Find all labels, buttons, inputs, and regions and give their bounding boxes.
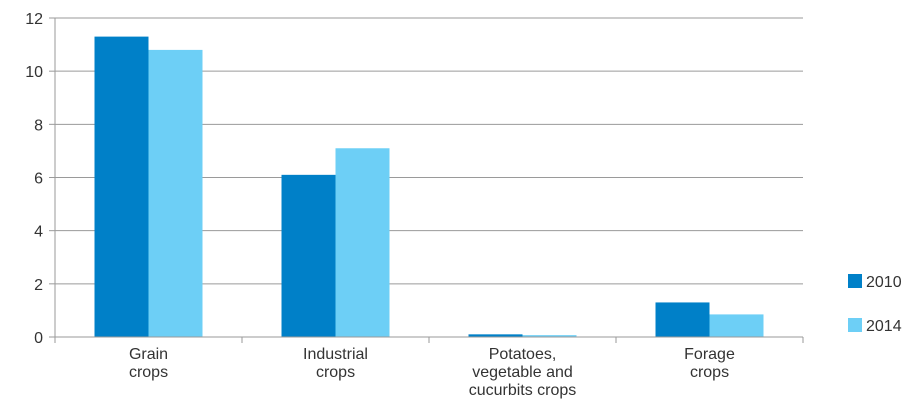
y-tick-label: 12 <box>25 11 43 28</box>
bar-2010-3 <box>655 302 710 337</box>
legend-swatch-2010 <box>848 274 862 288</box>
bar-2014-2 <box>522 335 577 337</box>
x-category-label-line: crops <box>129 364 168 381</box>
y-tick-label: 4 <box>34 224 43 241</box>
bar-2014-1 <box>335 148 390 337</box>
x-category-label: Potatoes, vegetable and cucurbits crops <box>469 346 577 399</box>
x-category-label-line: Potatoes, <box>489 346 557 363</box>
x-category-label-line: crops <box>316 364 355 381</box>
bars <box>94 36 764 338</box>
y-axis-ticks: 0 2 4 6 8 10 12 <box>25 11 56 347</box>
x-category-label-line: Forage <box>684 346 735 363</box>
x-category-label-line: crops <box>690 364 729 381</box>
x-category-label: Grain crops <box>129 346 168 381</box>
x-category-label-line: Grain <box>129 346 168 363</box>
x-category-label-line: cucurbits crops <box>469 382 577 399</box>
x-category-label: Forage crops <box>684 346 735 381</box>
bar-2014-0 <box>148 49 203 338</box>
x-category-label-line: Industrial <box>303 346 368 363</box>
x-category-label-line: vegetable and <box>472 364 573 381</box>
y-tick-label: 10 <box>25 64 43 81</box>
legend-swatch-2014 <box>848 318 862 332</box>
y-tick-label: 0 <box>34 330 43 347</box>
x-category-label: Industrial crops <box>303 346 368 381</box>
bar-2014-3 <box>709 314 764 337</box>
bar-2010-1 <box>281 174 336 337</box>
legend-label-2010: 2010 <box>866 274 902 291</box>
legend: 2010 2014 <box>848 274 902 335</box>
y-tick-label: 2 <box>34 277 43 294</box>
bar-2010-2 <box>468 334 523 337</box>
y-tick-label: 8 <box>34 117 43 134</box>
legend-label-2014: 2014 <box>866 318 902 335</box>
bar-2010-0 <box>94 36 149 337</box>
y-tick-label: 6 <box>34 171 43 188</box>
